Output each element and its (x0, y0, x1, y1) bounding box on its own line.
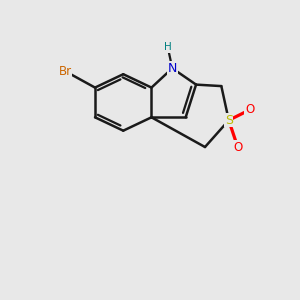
Text: H: H (164, 43, 172, 52)
Text: O: O (245, 103, 254, 116)
Text: O: O (233, 140, 242, 154)
Text: Br: Br (59, 65, 72, 78)
Text: S: S (225, 114, 233, 127)
Text: N: N (168, 62, 177, 75)
